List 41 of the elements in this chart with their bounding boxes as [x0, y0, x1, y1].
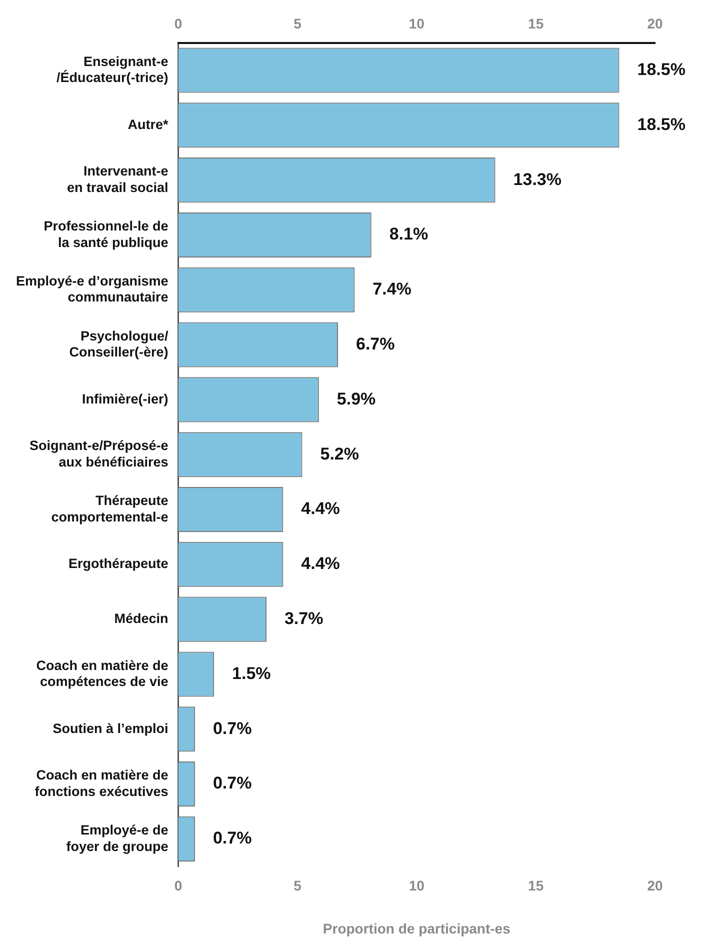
- y-tick-label: Employé-e d’organisme communautaire: [16, 274, 169, 305]
- y-tick-label: Infimière(-ier): [82, 391, 168, 406]
- x2-tick-label: 15: [528, 878, 544, 894]
- data-label: 3.7%: [284, 609, 324, 628]
- x-tick-label: 10: [408, 15, 425, 32]
- y-tick-label: Soutien à l’emploi: [52, 720, 168, 736]
- data-label: 4.4%: [301, 554, 340, 574]
- data-label: 13.3%: [513, 170, 562, 189]
- data-label: 0.7%: [212, 828, 252, 848]
- x2-tick-label: 0: [174, 878, 182, 894]
- y-tick-label: Psychologue/ Conseiller(-ère): [69, 328, 169, 360]
- y-tick-label: Médecin: [114, 611, 168, 626]
- x-tick-label: 15: [528, 15, 544, 32]
- x-tick-label: 5: [294, 15, 302, 32]
- y-tick-label: Thérapeute comportemental-e: [51, 493, 169, 524]
- y-tick-label: Coach en matière de compétences de vie: [36, 658, 169, 690]
- y-tick-label: Soignant-e/Préposé-e aux bénéficiaires: [30, 438, 169, 470]
- data-label: 4.4%: [301, 499, 340, 518]
- x2-tick-label: 5: [294, 878, 302, 894]
- data-label: 1.5%: [232, 664, 271, 683]
- y-tick-label: Intervenant-e en travail social: [66, 164, 169, 195]
- y-tick-label: Employé-e de foyer de groupe: [66, 822, 169, 854]
- x-tick-label: 0: [174, 15, 182, 32]
- y-tick-label: Ergothérapeute: [68, 556, 169, 572]
- x-tick-label: 20: [647, 15, 663, 32]
- data-label: 18.5%: [637, 60, 686, 79]
- data-label: 0.7%: [212, 718, 252, 738]
- y-tick-label: Autre*: [128, 116, 170, 132]
- data-label: 5.2%: [320, 444, 359, 464]
- x2-tick-label: 10: [408, 878, 425, 894]
- data-label: 8.1%: [389, 224, 428, 244]
- data-label: 0.7%: [212, 774, 252, 793]
- data-label: 6.7%: [356, 334, 395, 354]
- x-axis-title: Proportion de participant-es: [322, 920, 511, 936]
- y-tick-label: Coach en matière de fonctions exécutives: [34, 768, 169, 799]
- data-label: 7.4%: [372, 280, 412, 299]
- y-tick-label: Enseignant-e /Éducateur(-trice): [56, 54, 169, 86]
- x2-tick-label: 20: [647, 878, 663, 894]
- data-label: 18.5%: [637, 114, 686, 134]
- data-label: 5.9%: [336, 389, 376, 408]
- y-tick-label: Professionnel-le de la santé publique: [44, 218, 169, 250]
